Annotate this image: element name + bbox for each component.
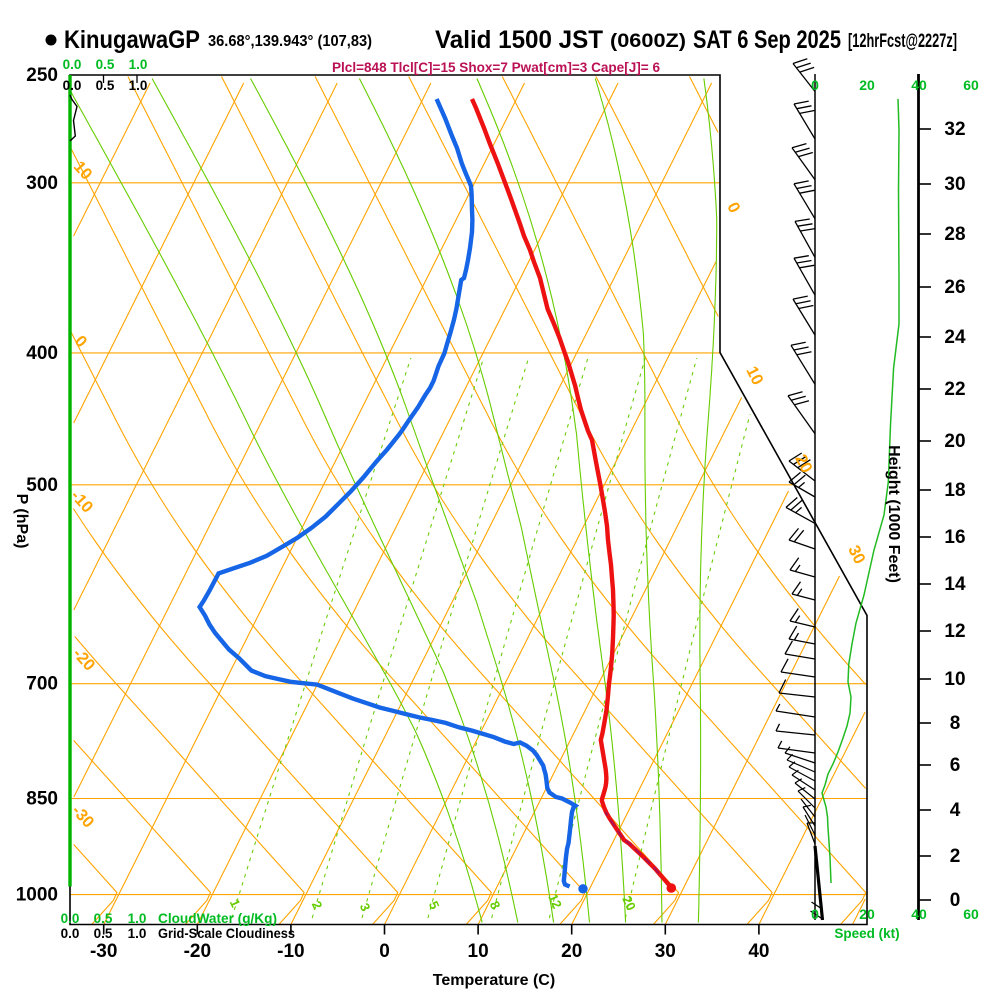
svg-text:850: 850 [26, 788, 58, 809]
svg-text:6: 6 [950, 755, 961, 776]
svg-text:14: 14 [944, 574, 966, 595]
svg-text:60: 60 [963, 77, 979, 93]
svg-text:12: 12 [545, 891, 565, 910]
svg-text:-20: -20 [184, 941, 211, 962]
svg-text:8: 8 [950, 713, 961, 734]
svg-text:[12hrFcst@2227z]: [12hrFcst@2227z] [848, 31, 957, 52]
svg-text:Grid-Scale Cloudiness: Grid-Scale Cloudiness [158, 926, 295, 941]
svg-text:KinugawaGP: KinugawaGP [64, 26, 200, 54]
svg-text:60: 60 [963, 906, 979, 922]
svg-text:0.0: 0.0 [61, 926, 80, 941]
svg-text:28: 28 [944, 224, 965, 245]
svg-text:(0600Z): (0600Z) [610, 31, 686, 52]
svg-text:40: 40 [748, 941, 769, 962]
svg-text:Temperature (C): Temperature (C) [433, 972, 555, 989]
svg-text:40: 40 [911, 77, 927, 93]
svg-text:0.0: 0.0 [63, 78, 82, 93]
svg-text:1000: 1000 [16, 885, 58, 906]
svg-text:-10: -10 [277, 941, 304, 962]
svg-text:0: 0 [811, 77, 819, 93]
svg-text:Speed (kt): Speed (kt) [834, 926, 899, 941]
svg-text:1.0: 1.0 [128, 911, 147, 926]
svg-text:10: 10 [944, 669, 965, 690]
svg-text:500: 500 [26, 475, 58, 496]
svg-text:Height (1000 Feet): Height (1000 Feet) [885, 445, 902, 583]
svg-text:0.0: 0.0 [61, 911, 80, 926]
svg-text:1.0: 1.0 [129, 78, 148, 93]
svg-text:0.5: 0.5 [94, 911, 113, 926]
svg-text:4: 4 [950, 800, 961, 821]
svg-text:26: 26 [944, 277, 965, 298]
svg-text:12: 12 [944, 621, 965, 642]
svg-text:40: 40 [911, 906, 927, 922]
svg-text:24: 24 [944, 327, 966, 348]
svg-text:30: 30 [655, 941, 676, 962]
svg-text:20: 20 [944, 431, 965, 452]
svg-text:2: 2 [950, 846, 961, 867]
svg-text:SAT 6 Sep 2025: SAT 6 Sep 2025 [693, 26, 841, 54]
svg-text:20: 20 [859, 906, 875, 922]
svg-text:Valid 1500 JST: Valid 1500 JST [435, 26, 603, 54]
svg-text:CloudWater (g/Kg): CloudWater (g/Kg) [158, 911, 277, 926]
svg-text:P (hPa): P (hPa) [13, 494, 30, 549]
svg-text:400: 400 [26, 343, 58, 364]
svg-text:20: 20 [859, 77, 875, 93]
svg-text:0.0: 0.0 [63, 57, 82, 72]
svg-text:18: 18 [944, 480, 965, 501]
svg-text:700: 700 [26, 674, 58, 695]
svg-text:0: 0 [811, 906, 819, 922]
svg-text:1.0: 1.0 [129, 57, 148, 72]
svg-text:36.68°,139.943° (107,83): 36.68°,139.943° (107,83) [208, 33, 372, 50]
svg-text:-30: -30 [90, 941, 117, 962]
svg-text:1.0: 1.0 [128, 926, 147, 941]
svg-text:30: 30 [944, 174, 965, 195]
svg-text:32: 32 [944, 119, 965, 140]
svg-text:16: 16 [944, 527, 965, 548]
svg-text:20: 20 [619, 893, 639, 912]
svg-text:300: 300 [26, 173, 58, 194]
svg-text:0.5: 0.5 [96, 78, 115, 93]
svg-text:0.5: 0.5 [94, 926, 113, 941]
svg-text:20: 20 [561, 941, 582, 962]
svg-text:0: 0 [950, 890, 961, 911]
svg-text:0.5: 0.5 [96, 57, 115, 72]
svg-text:10: 10 [468, 941, 489, 962]
svg-text:22: 22 [944, 379, 965, 400]
svg-text:250: 250 [26, 65, 58, 86]
svg-text:Plcl=848 Tlcl[C]=15 Shox=7 Pwa: Plcl=848 Tlcl[C]=15 Shox=7 Pwat[cm]=3 Ca… [332, 60, 660, 75]
svg-text:0: 0 [379, 941, 390, 962]
